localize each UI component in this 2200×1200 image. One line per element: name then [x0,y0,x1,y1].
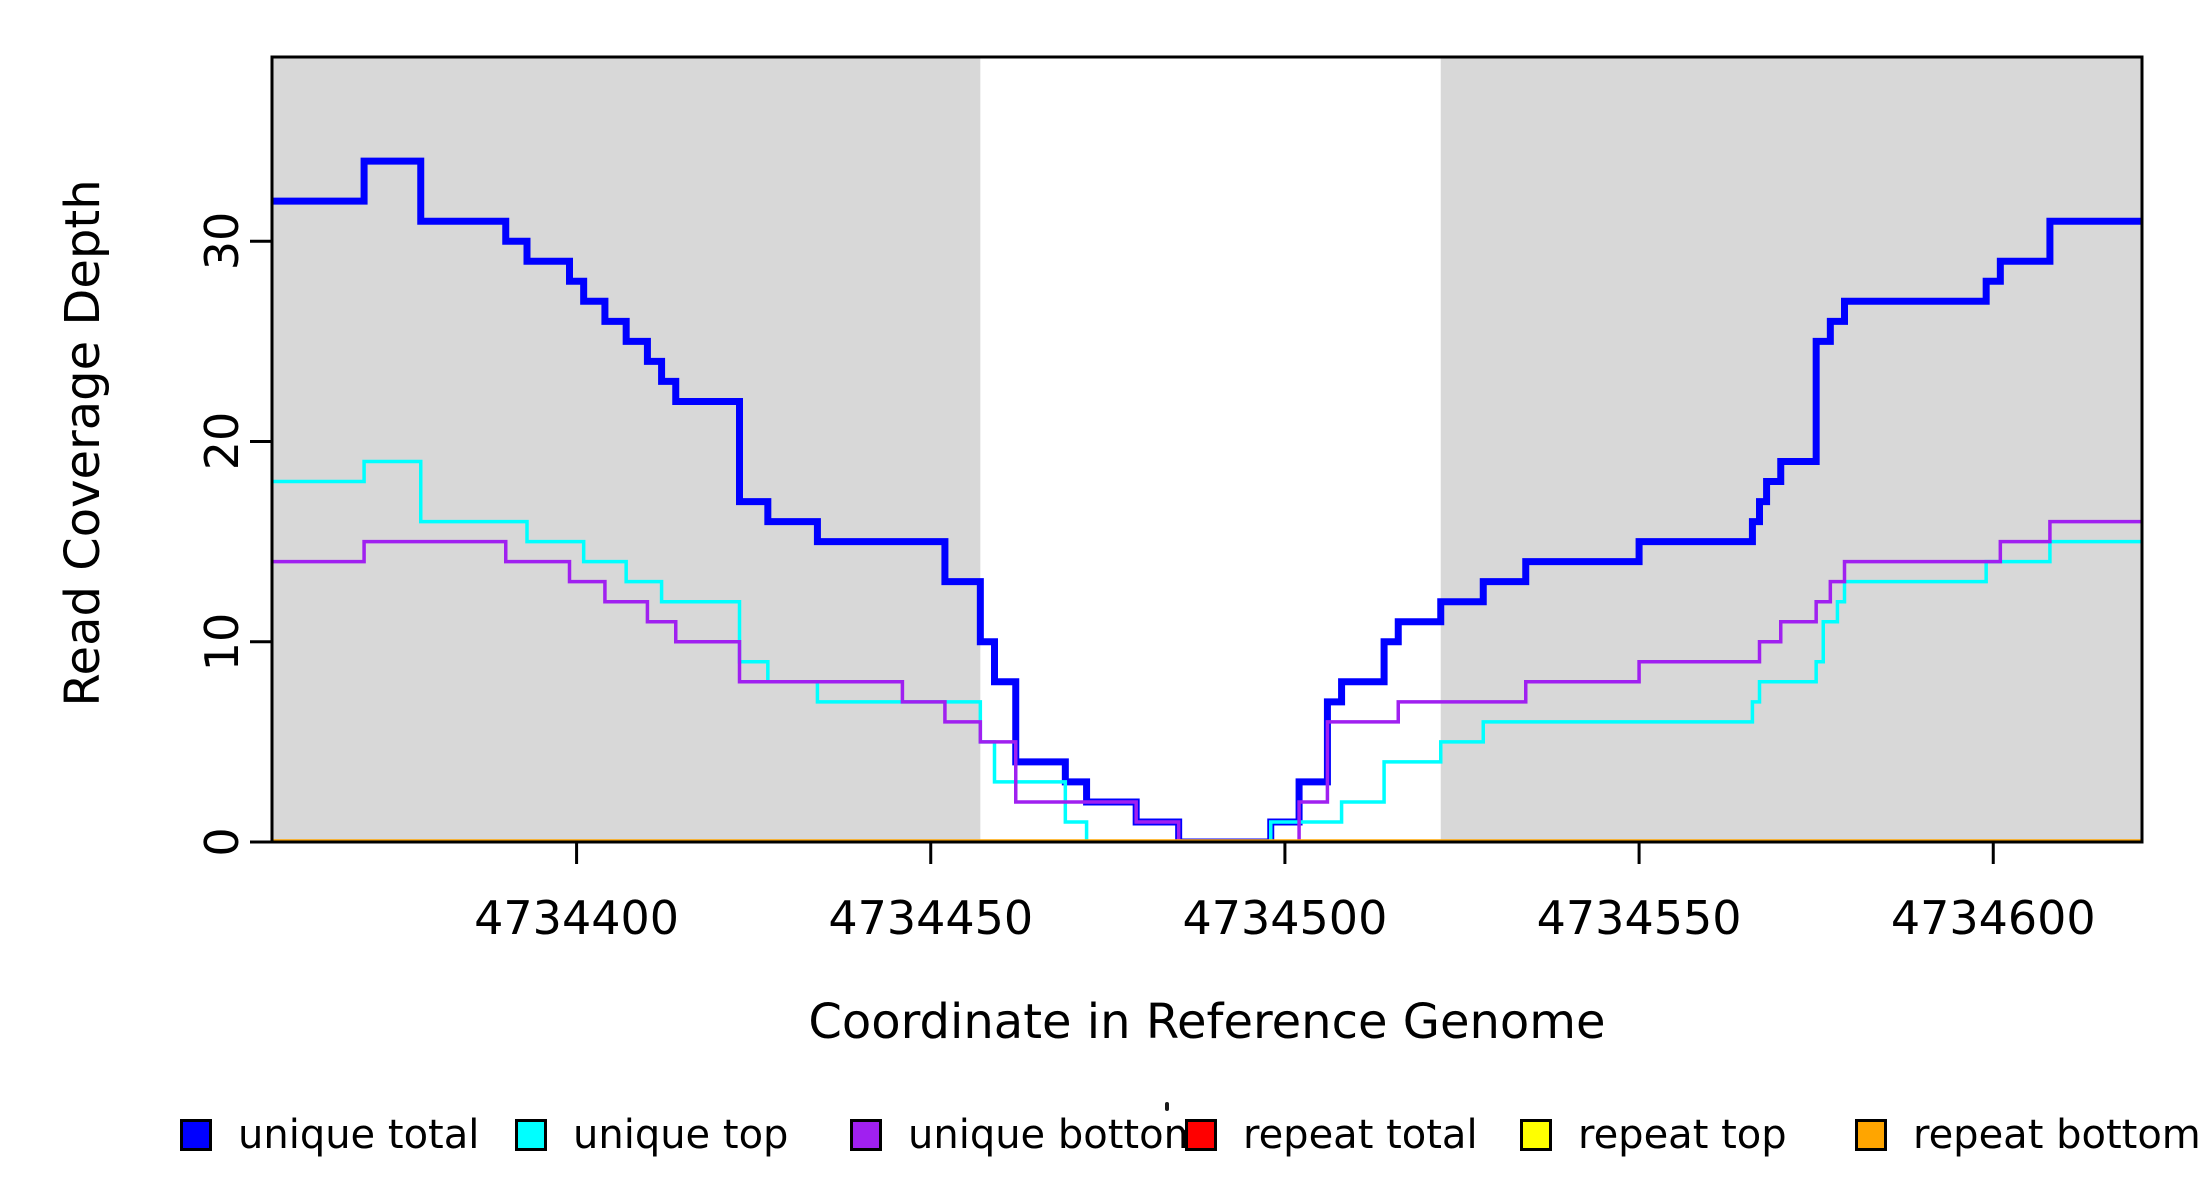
legend-label: repeat top [1578,1112,1787,1158]
y-tick-label-10: 10 [195,612,249,672]
shaded-region-0 [272,57,981,842]
stray-artifact-dot [1165,1102,1169,1111]
x-tick-label-4734500: 4734500 [1182,891,1388,945]
legend-label: repeat total [1243,1112,1478,1158]
legend-label: unique total [238,1112,480,1158]
legend-item-repeat-bottom: repeat bottom [1855,1112,2200,1158]
legend-label: unique bottom [908,1112,1203,1158]
series-unique-bottom [272,519,2142,842]
legend-label: repeat bottom [1913,1112,2200,1158]
shaded-region-1 [1440,57,2142,842]
x-axis-title: Coordinate in Reference Genome [808,994,1606,1050]
legend-item-repeat-total: repeat total [1185,1112,1478,1158]
legend-item-unique-top: unique top [515,1112,788,1158]
unique-top-swatch-icon [515,1119,547,1151]
repeat-bottom-swatch-icon [1855,1119,1887,1151]
legend-label: unique top [573,1112,789,1158]
y-axis-title: Read Coverage Depth [55,179,111,707]
repeat-top-swatch-icon [1520,1119,1552,1151]
x-tick-label-4734400: 4734400 [474,891,680,945]
unique-bottom-swatch-icon [850,1119,882,1151]
y-tick-label-20: 20 [195,412,249,471]
x-tick-label-4734550: 4734550 [1536,891,1742,945]
x-tick-label-4734600: 4734600 [1890,891,2096,945]
repeat-total-swatch-icon [1185,1119,1217,1151]
plot-border [270,55,2144,844]
x-tick-label-4734450: 4734450 [828,891,1034,945]
legend-item-repeat-top: repeat top [1520,1112,1787,1158]
series-unique-top [272,459,2142,842]
legend-item-unique-bottom: unique bottom [850,1112,1203,1158]
legend-item-unique-total: unique total [180,1112,479,1158]
y-tick-label-30: 30 [195,211,249,271]
unique-total-swatch-icon [180,1119,212,1151]
y-tick-label-0: 0 [195,827,249,857]
